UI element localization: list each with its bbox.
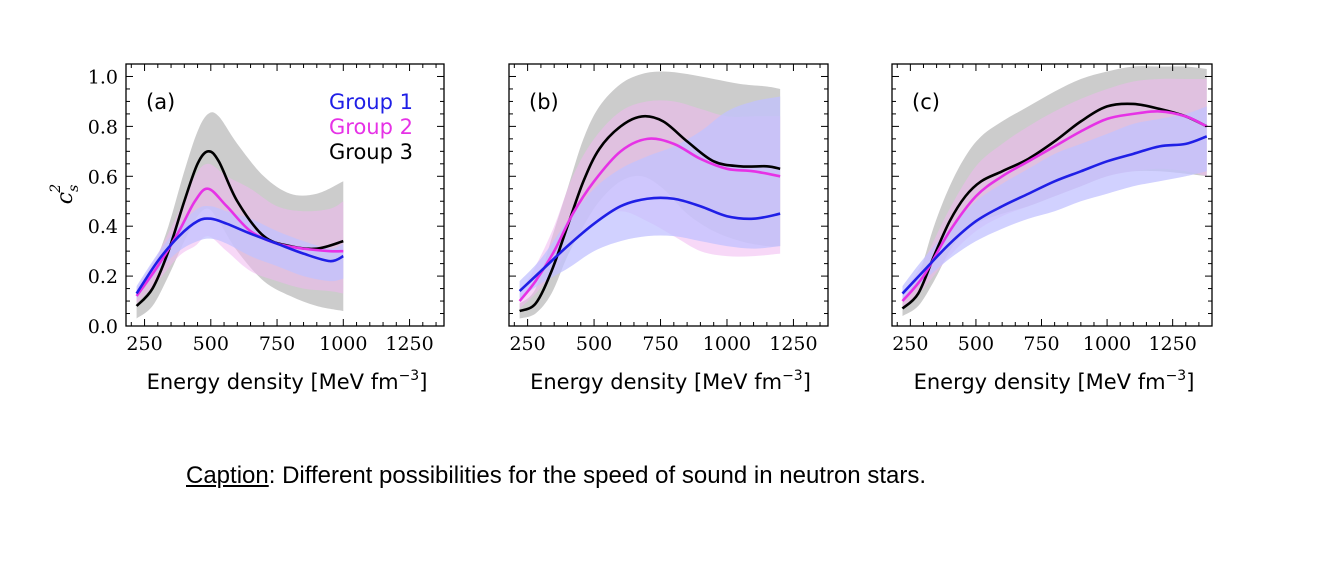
y-tick-label: 0.4 — [88, 216, 118, 238]
x-tick-label: 750 — [259, 333, 295, 355]
x-tick-label: 500 — [576, 333, 612, 355]
x-tick-label: 1000 — [319, 333, 367, 355]
legend-item-1: Group 1 — [329, 90, 413, 114]
x-axis-title: Energy density [MeV fm−3] — [147, 368, 428, 394]
x-axis-title: Energy density [MeV fm−3] — [914, 368, 1195, 394]
line-group-2 — [901, 110, 1208, 302]
panel-b: 250 500 750 1000 1250 Energy density [MeV fm−… — [508, 63, 829, 394]
x-tick-label: 250 — [892, 333, 928, 355]
x-tick-label: 250 — [509, 333, 545, 355]
line-group-1 — [901, 135, 1208, 295]
y-tick-label: 0.6 — [88, 166, 118, 188]
line-group-3 — [901, 102, 1208, 310]
x-tick-label: 1000 — [703, 333, 751, 355]
caption-text: : Different possibilities for the speed … — [268, 462, 926, 489]
axes-frame — [125, 63, 445, 327]
panel-label: (a) — [146, 90, 175, 114]
caption-label: Caption — [186, 462, 269, 489]
x-tick-label: 750 — [642, 333, 678, 355]
line-group-1 — [518, 196, 781, 293]
x-tick-label: 500 — [958, 333, 994, 355]
panel-label: (c) — [912, 90, 940, 114]
plot-area — [518, 71, 781, 319]
figure-caption: Caption: Different possibilities for the… — [186, 462, 926, 490]
x-tick-label: 250 — [126, 333, 162, 355]
axes-frame — [508, 63, 829, 327]
y-tick-label: 0.0 — [88, 316, 118, 338]
y-axis-title: cs2 — [48, 184, 82, 205]
legend-item-3: Group 3 — [329, 140, 413, 164]
y-tick-label: 1.0 — [88, 66, 118, 88]
x-tick-label: 750 — [1023, 333, 1059, 355]
x-axis-title: Energy density [MeV fm−3] — [530, 368, 811, 394]
axes-frame — [891, 63, 1213, 327]
line-group-2 — [518, 137, 781, 302]
plot-area — [901, 66, 1208, 317]
panel-c: 250 500 750 1000 1250 Energy density [MeV fm−… — [891, 63, 1213, 394]
x-tick-label: 1250 — [1148, 333, 1196, 355]
x-tick-label: 1250 — [769, 333, 817, 355]
x-tick-label: 1250 — [385, 333, 433, 355]
panel-label: (b) — [529, 90, 559, 114]
panel-a: 250 500 750 1000 1250 0.0 0.2 0.4 0.6 0.8 1.0 Energ… — [88, 63, 445, 394]
x-tick-label: 1000 — [1083, 333, 1131, 355]
x-tick-label: 500 — [193, 333, 229, 355]
line-group-3 — [519, 114, 781, 313]
y-tick-label: 0.2 — [88, 266, 118, 288]
legend-item-2: Group 2 — [329, 115, 413, 139]
plot-area — [135, 112, 344, 319]
line-group-1 — [135, 217, 344, 295]
y-tick-label: 0.8 — [88, 116, 118, 138]
